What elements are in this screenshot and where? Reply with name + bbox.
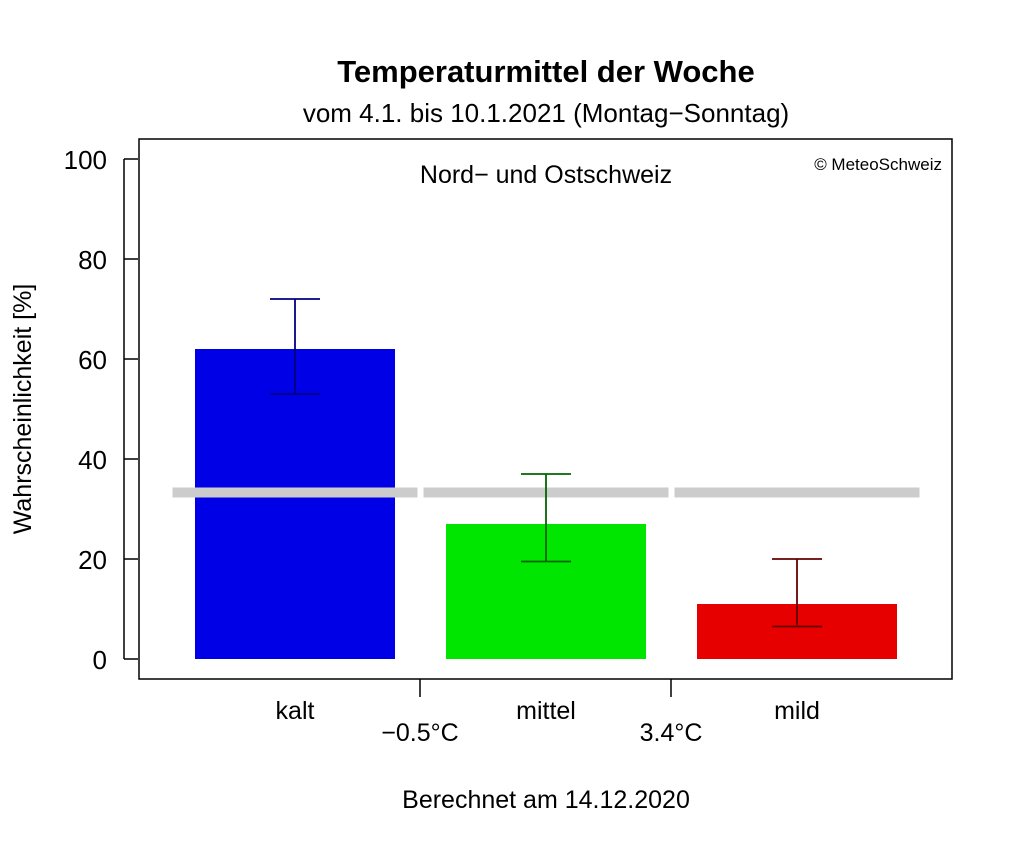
plot-frame (138, 138, 953, 680)
x-category-label: mittel (516, 697, 576, 725)
error-bars-group (270, 298, 822, 628)
x-axis: kalt mittel mild −0.5°C 3.4°C (276, 679, 820, 747)
y-tick-label: 80 (78, 245, 107, 275)
y-tick-label: 60 (78, 345, 107, 375)
y-tick-label: 40 (78, 445, 107, 475)
y-tick-label: 0 (93, 645, 107, 675)
copyright-label: © MeteoSchweiz (814, 155, 942, 174)
chart-subtitle: vom 4.1. bis 10.1.2021 (Montag−Sonntag) (303, 98, 789, 128)
x-category-label: mild (774, 697, 820, 725)
x-category-label: kalt (276, 697, 315, 725)
region-label: Nord− und Ostschweiz (420, 161, 672, 189)
y-tick-label: 100 (64, 145, 107, 175)
y-axis-label: Wahrscheinlichkeit [%] (9, 284, 37, 535)
bar-kalt (195, 349, 395, 659)
y-tick-label: 20 (78, 545, 107, 575)
footer-label: Berechnet am 14.12.2020 (402, 786, 690, 814)
threshold-label: −0.5°C (381, 719, 458, 747)
chart-title: Temperaturmittel der Woche (337, 54, 754, 89)
threshold-label: 3.4°C (640, 719, 703, 747)
y-axis: 0 20 40 60 80 100 (64, 145, 138, 675)
